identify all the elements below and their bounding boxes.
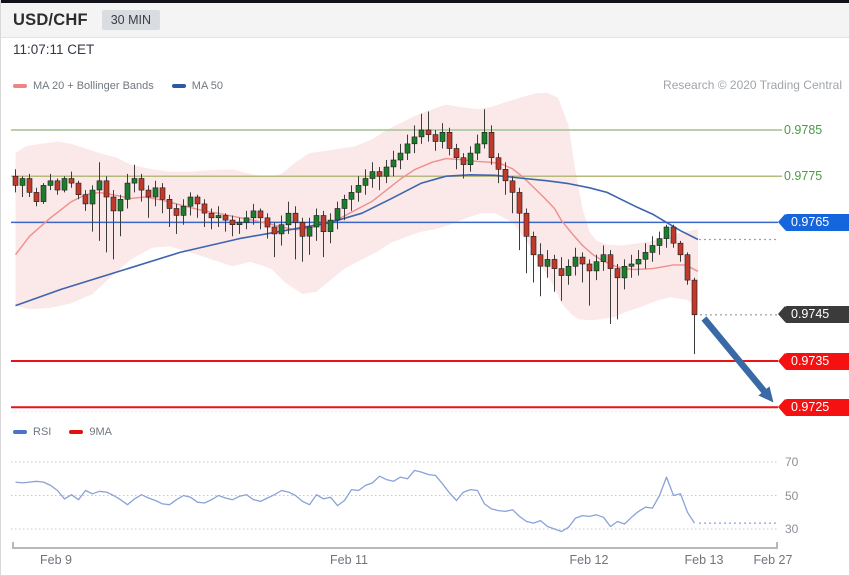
legend-swatch (69, 430, 84, 434)
x-axis (12, 542, 778, 549)
legend-swatch (13, 430, 27, 434)
rsi-scale-label: 70 (785, 455, 799, 469)
legend-label: 9MA (89, 426, 112, 438)
legend-label: RSI (33, 426, 52, 438)
projection-arrow-head (758, 386, 774, 403)
x-axis-date-label: Feb 9 (40, 553, 72, 567)
ma50-line (15, 174, 699, 307)
price-level-label: 0.9785 (784, 123, 823, 137)
legend-item: MA 20 + Bollinger Bands (13, 80, 154, 92)
main-chart-legend: MA 20 + Bollinger Bands MA 50 (13, 80, 223, 92)
legend-swatch (13, 84, 27, 88)
legend-label: MA 20 + Bollinger Bands (33, 80, 154, 92)
bollinger-band-fill (15, 93, 698, 321)
legend-label: MA 50 (191, 80, 223, 92)
x-axis-date-label: Feb 12 (569, 553, 609, 567)
x-axis-date-label: Feb 27 (753, 553, 793, 567)
legend-item: 9MA (69, 426, 112, 438)
legend-item: MA 50 (171, 80, 223, 92)
rsi-legend: RSI 9MA (13, 426, 112, 438)
price-tag: 0.9765 (778, 213, 849, 231)
price-level-label: 0.9775 (784, 169, 823, 184)
timeframe-badge[interactable]: 30 MIN (101, 10, 161, 30)
x-axis-date-label: Feb 13 (684, 553, 724, 567)
window-top-edge (1, 0, 849, 3)
legend-swatch (171, 84, 186, 88)
projection-arrow-shaft (701, 316, 769, 396)
instrument-title: USD/CHF (13, 10, 88, 29)
research-credit: Research © 2020 Trading Central (663, 78, 842, 92)
price-tag: 0.9735 (778, 352, 849, 370)
rsi-line (15, 469, 696, 533)
rsi-scale-label: 30 (785, 522, 799, 536)
price-tag: 0.9725 (778, 398, 849, 416)
timestamp: 11:07:11 CET (13, 42, 95, 57)
chart-header: USD/CHF 30 MIN (1, 3, 849, 38)
legend-item: RSI (13, 426, 51, 438)
x-axis-date-label: Feb 11 (330, 553, 368, 567)
price-tag: 0.9745 (778, 306, 849, 324)
rsi-scale-label: 50 (785, 488, 799, 503)
